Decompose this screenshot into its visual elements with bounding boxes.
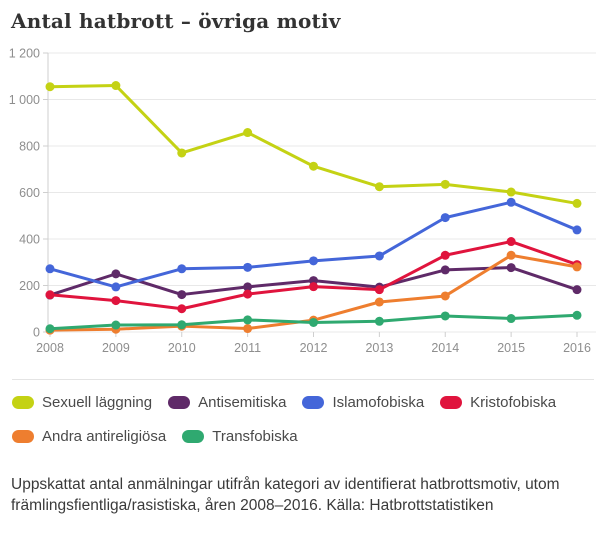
data-point-antisemitiska-2014 [440,265,450,275]
data-point-sexuell-läggning-2008 [45,82,55,92]
data-point-islamofobiska-2016 [572,225,582,235]
chart-title: Antal hatbrott – övriga motiv [11,9,341,33]
series-line-sexuell-läggning [48,84,579,205]
data-point-kristofobiska-2010 [177,304,187,314]
series-line-kristofobiska [48,240,579,311]
legend-item-kristofobiska: Kristofobiska [440,394,556,411]
data-point-sexuell-läggning-2012 [309,161,318,171]
legend-label-sexuell-läggning: Sexuell läggning [42,394,153,411]
x-axis-label: 2008 [36,341,64,355]
x-axis-label: 2013 [365,341,393,355]
x-axis-label: 2014 [431,341,459,355]
data-point-transfobiska-2016 [572,310,582,320]
data-point-kristofobiska-2008 [45,290,55,300]
legend-label-kristofobiska: Kristofobiska [470,394,557,411]
data-point-islamofobiska-2014 [440,213,450,223]
legend-swatch-islamofobiska [302,396,325,409]
data-point-islamofobiska-2010 [177,264,187,274]
x-axis-label: 2015 [497,341,525,355]
data-point-islamofobiska-2011 [243,262,253,272]
data-point-islamofobiska-2013 [374,251,384,261]
data-point-transfobiska-2011 [243,315,253,325]
data-point-kristofobiska-2011 [243,289,253,299]
x-axis-label: 2011 [234,341,261,355]
chart-legend: Sexuell läggning Antisemitiska Islamofobis… [12,379,594,445]
data-point-kristofobiska-2012 [309,282,318,292]
legend-item-andra-antireligiösa: Andra antireligiösa [12,428,166,445]
y-axis-label: 1 000 [9,93,40,107]
data-point-transfobiska-2009 [111,320,121,330]
data-point-andra-antireligiösa-2011 [243,324,253,334]
data-point-islamofobiska-2009 [111,282,121,292]
data-point-transfobiska-2010 [177,320,187,330]
x-axis-label: 2012 [300,341,328,355]
data-point-islamofobiska-2015 [506,197,516,207]
legend-swatch-kristofobiska [440,396,463,409]
legend-label-antisemitiska: Antisemitiska [198,394,287,411]
data-point-kristofobiska-2015 [506,237,516,247]
data-point-antisemitiska-2011 [243,282,253,292]
x-axis-label: 2009 [102,341,130,355]
y-axis-label: 800 [19,140,40,154]
data-point-kristofobiska-2014 [440,250,450,260]
y-axis-label: 400 [19,233,40,247]
legend-swatch-transfobiska [182,430,205,443]
data-point-antisemitiska-2010 [177,290,187,300]
data-point-andra-antireligiösa-2015 [506,250,516,260]
legend-item-antisemitiska: Antisemitiska [168,394,286,411]
data-point-sexuell-läggning-2010 [177,148,187,158]
data-point-antisemitiska-2009 [111,269,121,279]
data-point-antisemitiska-2016 [572,285,582,295]
data-point-sexuell-läggning-2015 [506,187,516,197]
hate-crime-line-chart: 0 200 400 600 800 1 000 1 200 2008 2009 2010 2011 2… [9,47,596,355]
legend-item-transfobiska: Transfobiska [182,428,298,445]
y-axis-label: 200 [19,279,40,293]
data-point-transfobiska-2008 [45,324,55,334]
data-point-antisemitiska-2015 [506,263,516,273]
chart-caption: Uppskattat antal anmälningar utifrån kat… [11,476,560,515]
legend-swatch-andra-antireligiösa [12,430,34,443]
data-point-transfobiska-2012 [309,317,318,327]
y-axis-label: 0 [33,326,40,340]
data-point-sexuell-läggning-2013 [374,182,384,192]
x-axis-label: 2010 [168,341,196,355]
x-axis-label: 2016 [563,341,591,355]
legend-label-islamofobiska: Islamofobiska [332,394,425,411]
legend-item-islamofobiska: Islamofobiska [302,394,424,411]
legend-label-andra-antireligiösa: Andra antireligiösa [42,428,167,445]
data-point-sexuell-läggning-2009 [111,81,121,91]
data-point-transfobiska-2014 [440,311,450,321]
data-point-andra-antireligiösa-2013 [374,297,384,307]
y-axis-label: 1 200 [9,47,40,61]
legend-swatch-antisemitiska [168,396,191,409]
data-point-transfobiska-2013 [374,316,384,326]
data-point-andra-antireligiösa-2016 [572,262,582,272]
legend-swatch-sexuell-läggning [12,396,34,409]
data-point-islamofobiska-2012 [309,256,318,266]
data-point-kristofobiska-2009 [111,296,121,306]
chart-area: 0 200 400 600 800 1 000 1 200 2008 2009 2010 2011 2… [0,37,604,369]
data-point-islamofobiska-2008 [45,264,55,274]
data-point-transfobiska-2015 [506,314,516,324]
data-point-sexuell-läggning-2016 [572,198,582,208]
data-point-sexuell-läggning-2014 [440,179,450,189]
y-axis-label: 600 [19,186,40,200]
legend-label-transfobiska: Transfobiska [212,428,298,445]
data-point-kristofobiska-2013 [374,285,384,295]
legend-item-sexuell-läggning: Sexuell läggning [12,394,152,411]
data-point-andra-antireligiösa-2014 [440,291,450,301]
data-point-sexuell-läggning-2011 [243,128,253,138]
